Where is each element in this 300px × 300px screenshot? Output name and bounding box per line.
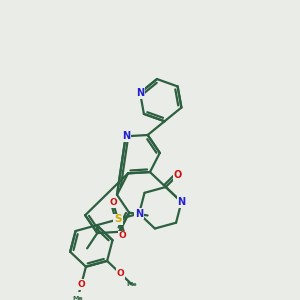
Text: S: S <box>114 214 122 224</box>
Text: O: O <box>119 231 127 240</box>
Text: N: N <box>136 88 144 98</box>
Text: N: N <box>177 197 185 207</box>
Text: N: N <box>122 131 130 141</box>
Text: O: O <box>77 280 85 289</box>
Text: O: O <box>174 170 182 180</box>
Text: O: O <box>109 198 117 207</box>
Text: Me: Me <box>72 296 83 300</box>
Text: N: N <box>135 208 143 219</box>
Text: Me: Me <box>126 282 137 286</box>
Text: O: O <box>117 269 124 278</box>
